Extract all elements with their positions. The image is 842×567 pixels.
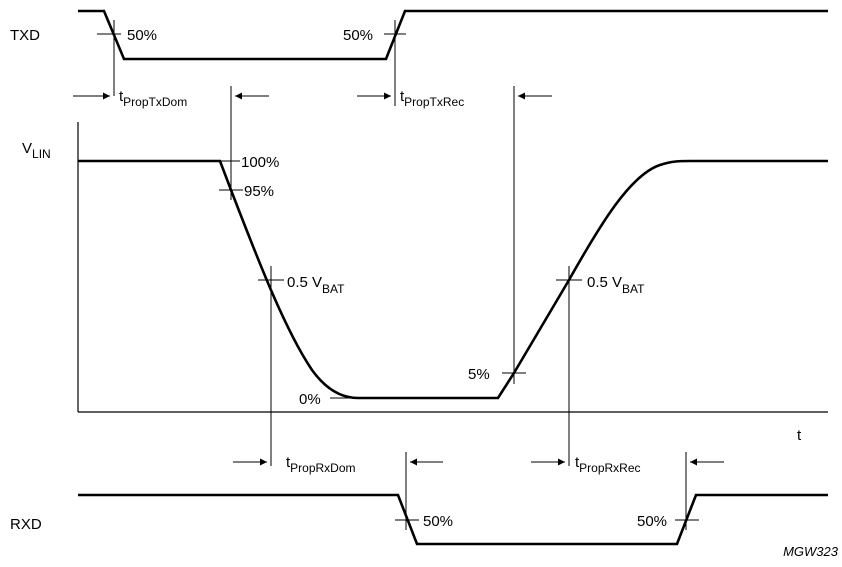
rxd-rise-50-label: 50% [637, 513, 667, 530]
txd-waveform [78, 9, 828, 61]
vlin-half-fall-label: 0.5 VBAT [287, 274, 345, 296]
figure-code: MGW323 [783, 544, 839, 559]
rxd-fall-50-label: 50% [423, 513, 453, 530]
rxd-label: RXD [10, 516, 42, 533]
prop-tx-dom-label: tPropTxDom [119, 88, 187, 109]
vlin-label: VLIN [22, 140, 51, 161]
rxd-waveform [78, 493, 828, 546]
prop-rx-dom-label: tPropRxDom [286, 454, 356, 475]
vlin-5-label: 5% [468, 366, 490, 383]
vlin-95-label: 95% [244, 183, 274, 200]
txd-label: TXD [10, 27, 40, 44]
txd-fall-50-label: 50% [127, 27, 157, 44]
vlin-half-rise-label: 0.5 VBAT [587, 274, 645, 296]
txd-rise-50-label: 50% [343, 27, 373, 44]
vlin-waveform [78, 159, 828, 400]
prop-tx-rec-label: tPropTxRec [400, 88, 464, 109]
prop-rx-rec-label: tPropRxRec [575, 454, 641, 475]
vlin-0-label: 0% [299, 391, 321, 408]
time-axis-label: t [797, 427, 802, 444]
vlin-100-label: 100% [241, 154, 279, 171]
